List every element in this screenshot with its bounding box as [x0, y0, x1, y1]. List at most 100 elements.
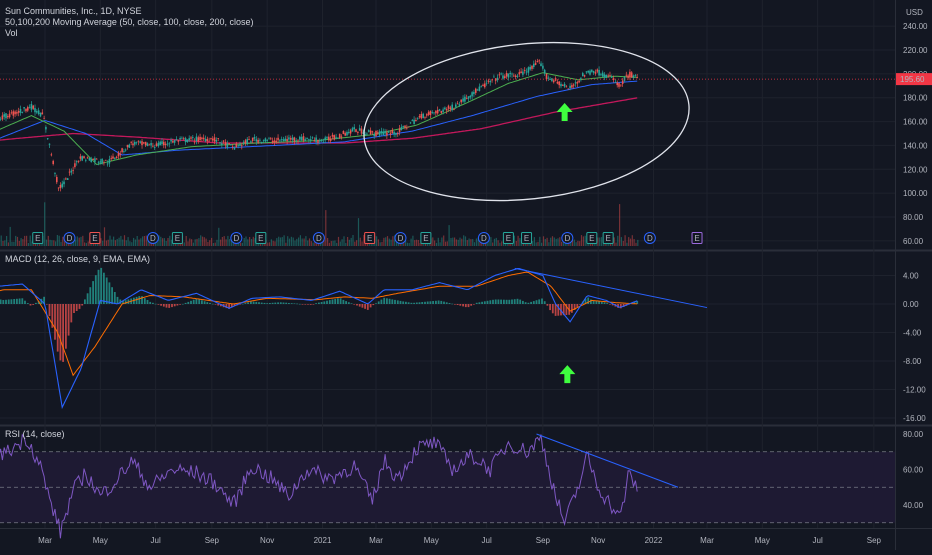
candle-body: [179, 138, 181, 140]
candle-body: [170, 140, 172, 142]
macd-histogram-bar: [364, 304, 366, 309]
candle-body: [426, 114, 428, 116]
macd-trendline[interactable]: [514, 267, 708, 309]
candle-body: [375, 130, 377, 136]
macd-histogram-bar: [619, 304, 622, 309]
candle-body: [585, 71, 588, 73]
candle-body: [237, 145, 239, 146]
candle-body: [114, 158, 116, 159]
candle-body: [139, 141, 141, 143]
dividend-marker[interactable]: [230, 232, 243, 244]
x-tick-label: 2021: [314, 536, 332, 545]
volume-bar: [541, 242, 543, 246]
volume-bar: [359, 237, 361, 246]
volume-bar: [495, 237, 497, 246]
candle-body: [582, 73, 584, 77]
price-up-arrow[interactable]: [556, 103, 573, 122]
macd-histogram-bar: [152, 302, 154, 304]
volume-bar: [134, 239, 136, 246]
volume-bar: [118, 237, 120, 246]
macd-histogram-bar: [84, 299, 86, 304]
macd-histogram-bar: [391, 299, 394, 304]
candle-body: [270, 138, 272, 140]
candle-body: [46, 138, 49, 140]
candle-body: [57, 187, 60, 189]
earnings-marker[interactable]: [502, 232, 514, 244]
candle-body: [290, 138, 292, 140]
candle-body: [126, 144, 129, 148]
candle-body: [402, 126, 404, 127]
volume-bar: [414, 240, 416, 246]
dividend-marker[interactable]: [312, 232, 325, 244]
candle-body: [108, 159, 111, 164]
macd-histogram-bar: [86, 293, 89, 304]
macd-histogram-bar: [160, 304, 162, 306]
price-tick-label: 160.00: [903, 118, 928, 127]
candle-body: [197, 137, 200, 142]
candle-body: [531, 65, 533, 69]
volume-bar: [379, 242, 381, 246]
macd-up-arrow[interactable]: [559, 365, 576, 384]
volume-bar: [347, 237, 349, 246]
candle-body: [467, 96, 470, 99]
volume-bar: [303, 238, 305, 246]
macd-histogram-bar: [116, 296, 119, 304]
moving-average-legend[interactable]: 50,100,200 Moving Average (50, close, 10…: [5, 17, 254, 27]
earnings-marker[interactable]: [89, 232, 101, 244]
macd-histogram-bar: [190, 300, 192, 304]
volume-bar: [198, 238, 200, 246]
rsi-trendline[interactable]: [536, 433, 679, 488]
earnings-marker[interactable]: [171, 232, 183, 244]
rsi-legend[interactable]: RSI (14, close): [5, 429, 65, 439]
candle-body: [596, 69, 599, 72]
volume-bar: [517, 235, 519, 246]
dividend-marker[interactable]: [146, 232, 159, 244]
earnings-marker[interactable]: [586, 232, 598, 244]
macd-histogram-bar: [18, 298, 21, 304]
macd-histogram-bar: [549, 304, 551, 311]
volume-bar: [419, 242, 421, 246]
macd-histogram-bar: [530, 301, 532, 304]
volume-bar: [390, 239, 392, 246]
candle-body: [485, 82, 488, 84]
earnings-marker[interactable]: [32, 232, 44, 244]
dividend-marker[interactable]: [394, 232, 407, 244]
volume-bar: [383, 237, 385, 246]
volume-bar: [85, 242, 87, 246]
candle-body: [319, 140, 321, 142]
volume-bar: [133, 237, 135, 246]
volume-bar: [147, 239, 149, 246]
earnings-marker[interactable]: [602, 232, 614, 244]
earnings-marker[interactable]: [420, 232, 432, 244]
macd-histogram-bar: [399, 300, 402, 304]
macd-histogram-bar: [135, 296, 138, 304]
volume-legend[interactable]: Vol: [5, 28, 18, 38]
macd-legend[interactable]: MACD (12, 26, close, 9, EMA, EMA): [5, 254, 150, 264]
candle-body: [458, 104, 461, 106]
candle-body: [81, 156, 83, 161]
candle-body: [101, 159, 103, 164]
highlight-ellipse[interactable]: [356, 27, 697, 215]
candle-body: [620, 84, 622, 86]
price-legend-title[interactable]: Sun Communities, Inc., 1D, NYSE: [5, 6, 142, 16]
dividend-marker[interactable]: [643, 232, 656, 244]
candle-body: [273, 140, 276, 143]
macd-histogram-bar: [70, 304, 73, 323]
dividend-marker[interactable]: [477, 232, 490, 244]
dividend-marker[interactable]: [63, 232, 76, 244]
candle-body: [144, 141, 147, 146]
macd-histogram-bar: [489, 300, 492, 304]
volume-bar: [78, 237, 80, 246]
volume-bar: [468, 238, 470, 246]
volume-bar: [441, 237, 443, 246]
candle-body: [257, 139, 259, 143]
earnings-marker[interactable]: [691, 232, 703, 244]
macd-histogram-bar: [429, 301, 432, 304]
volume-bar: [461, 238, 463, 246]
earnings-marker[interactable]: [364, 232, 376, 244]
earnings-marker[interactable]: [521, 232, 533, 244]
earnings-marker[interactable]: [255, 232, 267, 244]
macd-histogram-bar: [337, 298, 339, 304]
dividend-marker[interactable]: [561, 232, 574, 244]
